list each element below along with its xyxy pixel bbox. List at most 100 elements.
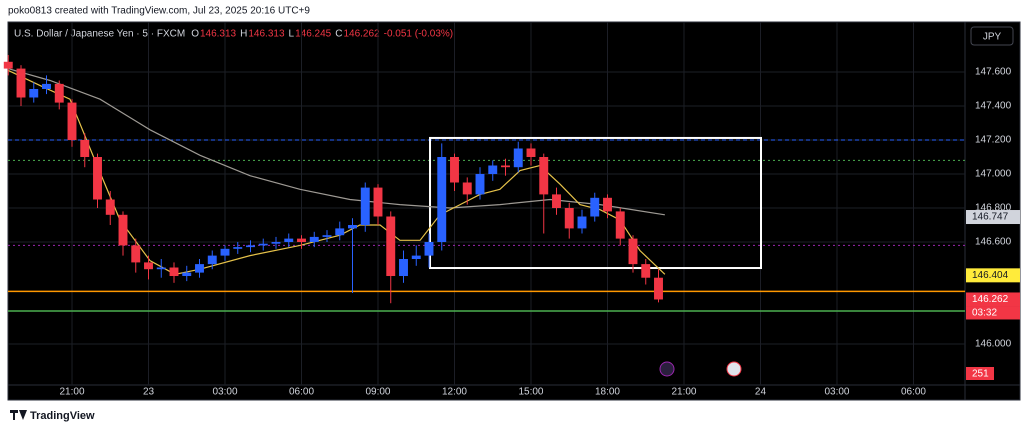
volume-label-bg (966, 367, 994, 380)
candle-body (603, 197, 612, 212)
candle-body (450, 156, 459, 183)
candle-body (54, 83, 64, 103)
x-tick-label: 03:00 (212, 387, 237, 398)
candle-body (131, 245, 141, 263)
candle-body (195, 264, 204, 273)
candle-body (42, 83, 51, 89)
candle-body (16, 68, 26, 98)
y-tick-label: 147.400 (975, 101, 1012, 112)
price-label: 146.404 (972, 270, 1009, 281)
candle-body (207, 255, 217, 265)
candle-body (590, 197, 600, 217)
candle-body (309, 236, 319, 243)
x-tick-label: 23 (143, 387, 155, 398)
candle-body (526, 148, 536, 157)
candle-body (488, 165, 498, 175)
x-tick-label: 18:00 (595, 387, 620, 398)
change: -0.051 (-0.03%) (384, 29, 453, 40)
candle-body (220, 248, 230, 256)
candle-body (475, 174, 485, 195)
candle-body (144, 262, 153, 270)
y-tick-label: 147.000 (975, 169, 1012, 180)
candle-body (297, 238, 306, 243)
volume-label: 251 (972, 369, 989, 380)
candle-body (411, 255, 421, 260)
candle-body (539, 156, 549, 195)
candle-body (105, 199, 115, 215)
candle-body (233, 247, 243, 249)
candle-body (437, 156, 447, 243)
candle-body (3, 61, 13, 69)
candle-body (258, 243, 268, 246)
x-tick-label: 09:00 (365, 387, 390, 398)
footer-brand: TradingView (30, 410, 95, 422)
candle-body (628, 238, 638, 265)
y-tick-label: 146.800 (975, 203, 1012, 214)
ohlc-key: L (289, 29, 295, 40)
ma-line (7, 68, 665, 216)
countdown-bg (966, 306, 1020, 320)
currency: JPY (983, 32, 1002, 43)
candle-body (513, 148, 523, 168)
candle-body (564, 208, 574, 229)
candle-body (182, 272, 192, 277)
candle-body (615, 211, 625, 239)
candle-body (118, 214, 128, 246)
candle-body (373, 187, 383, 217)
x-tick-label: 24 (755, 387, 767, 398)
candle-body (246, 245, 255, 248)
range-box (429, 136, 763, 270)
flag-icon[interactable] (726, 361, 742, 377)
countdown: 03:32 (972, 308, 997, 319)
candle-body (360, 187, 370, 226)
candle-body (93, 156, 102, 200)
ohlc-value: 146.245 (295, 29, 332, 40)
candle-body (271, 242, 281, 244)
price-label: 146.747 (972, 212, 1009, 223)
candle-body (156, 267, 166, 270)
x-tick-label: 06:00 (901, 387, 926, 398)
candle-body (169, 267, 179, 277)
candle-body (552, 194, 561, 209)
x-tick-label: 06:00 (289, 387, 314, 398)
y-tick-label: 146.600 (975, 237, 1012, 248)
ohlc-value: 146.262 (343, 29, 380, 40)
x-tick-label: 15:00 (518, 387, 543, 398)
legend: U.S. Dollar / Japanese Yen · 5 · FXCM O 14… (14, 29, 453, 40)
candle-body (399, 259, 408, 277)
candle-body (424, 242, 434, 256)
x-tick-label: 21:00 (59, 387, 84, 398)
candle-body (335, 228, 345, 236)
ohlc-value: 146.313 (248, 29, 285, 40)
candle-body (501, 165, 510, 168)
price-label: 146.262 (972, 294, 1009, 305)
y-tick-label: 147.200 (975, 135, 1012, 146)
candle-body (462, 182, 472, 195)
x-tick-label: 03:00 (824, 387, 849, 398)
event-icon[interactable] (659, 361, 675, 377)
price-label-bg (966, 268, 1020, 283)
ma-line (7, 69, 666, 275)
ohlc-key: O (191, 29, 199, 40)
x-tick-label: 21:00 (671, 387, 696, 398)
candle-body (386, 216, 396, 277)
ohlc-key: H (240, 29, 247, 40)
candle-body (80, 139, 90, 157)
candle-body (322, 235, 332, 237)
currency-button[interactable] (970, 26, 1014, 46)
candle-body (348, 225, 357, 229)
ohlc-value: 146.313 (200, 29, 237, 40)
x-tick-label: 12:00 (442, 387, 467, 398)
candle-body (641, 264, 651, 278)
candle-body (654, 277, 663, 300)
candle-body (284, 238, 294, 243)
header-text: poko0813 created with TradingView.com, J… (8, 6, 310, 17)
chart-bg (7, 21, 1021, 401)
y-tick-label: 147.600 (975, 67, 1012, 78)
y-tick-label: 146.000 (975, 339, 1012, 350)
candle-body (67, 102, 77, 140)
candle-body (577, 216, 587, 229)
candle-body (29, 88, 39, 98)
price-label-bg (966, 210, 1020, 225)
